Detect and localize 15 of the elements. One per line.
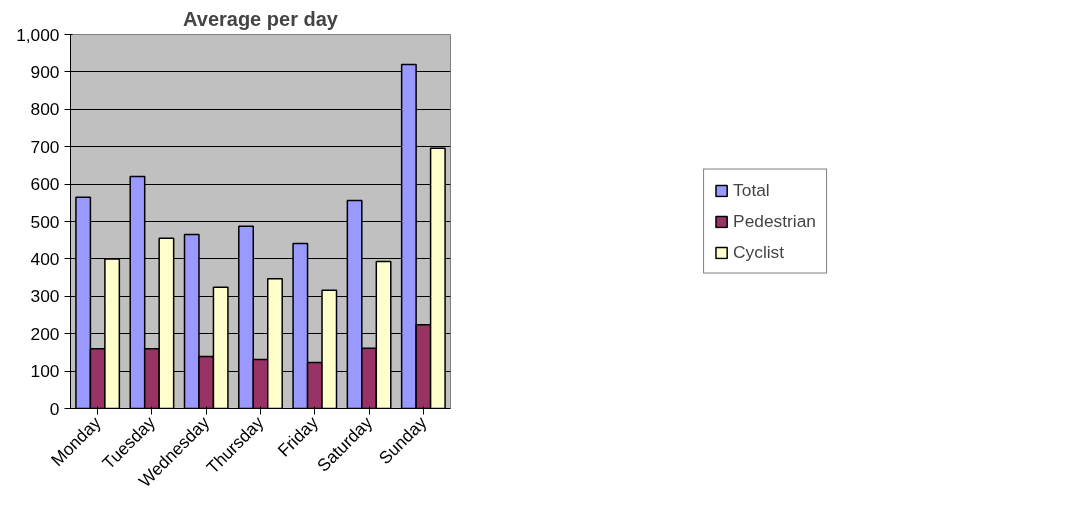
- chart-title: Average per day: [183, 7, 339, 30]
- y-tick-label: 400: [30, 248, 60, 269]
- legend-label: Pedestrian: [733, 210, 816, 232]
- y-tick-label: 100: [30, 361, 60, 382]
- legend-label: Total: [733, 179, 770, 201]
- legend-label: Cyclist: [733, 241, 785, 263]
- y-tick-label: 700: [30, 136, 60, 157]
- y-tick-label: 1,000: [16, 24, 60, 45]
- y-tick-label: 0: [49, 398, 60, 419]
- y-tick-label: 800: [30, 99, 60, 120]
- y-tick-label: 300: [30, 286, 60, 307]
- y-tick-label: 600: [30, 174, 60, 195]
- y-tick-label: 500: [30, 211, 60, 232]
- y-tick-label: 900: [30, 61, 60, 82]
- y-tick-label: 200: [30, 323, 60, 344]
